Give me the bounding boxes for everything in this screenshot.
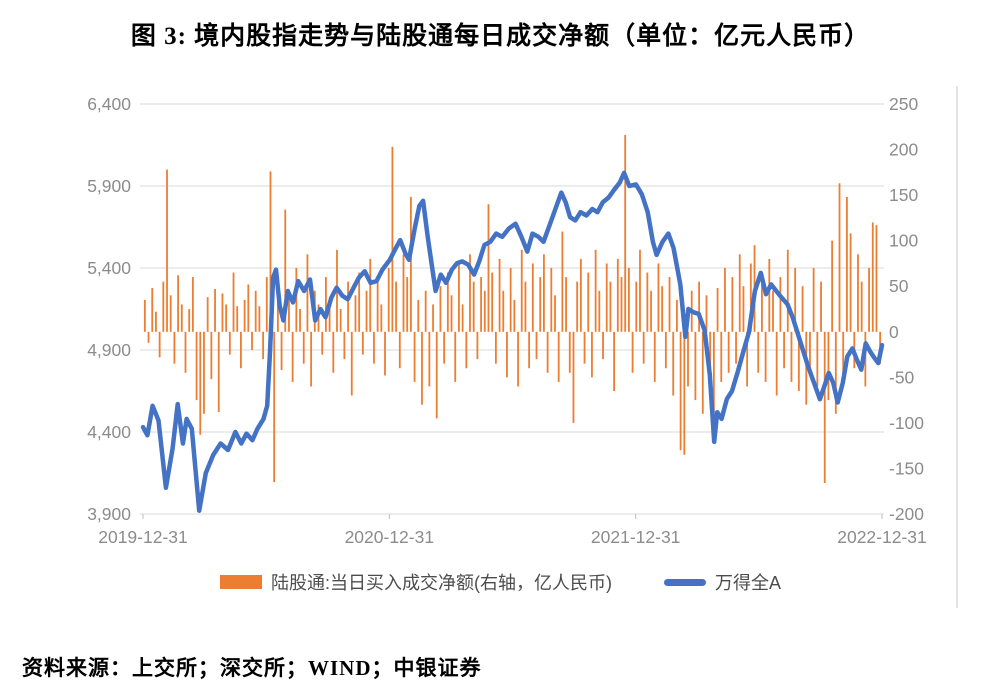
svg-text:4,400: 4,400 [87,422,131,442]
svg-text:4,900: 4,900 [87,340,131,360]
x-axis-labels: 2019-12-31 2020-12-31 2021-12-31 2022-12-31 [98,527,927,547]
svg-text:2021-12-31: 2021-12-31 [591,527,681,547]
legend-item-line: 万得全A [663,569,781,595]
svg-text:2020-12-31: 2020-12-31 [345,527,435,547]
svg-text:200: 200 [889,140,918,160]
line-series [140,170,885,513]
svg-text:3,900: 3,900 [87,504,131,524]
svg-text:-150: -150 [889,458,924,478]
svg-text:0: 0 [889,322,899,342]
svg-text:50: 50 [889,276,909,296]
source-note: 资料来源：上交所；深交所；WIND；中银证券 [22,656,482,680]
svg-text:150: 150 [889,185,918,205]
svg-text:6,400: 6,400 [87,94,131,114]
line-series-swatch [663,578,706,586]
x-axis-ticks [142,514,883,519]
svg-text:-100: -100 [889,413,924,433]
y-axis-left-labels: 6,400 5,900 5,400 4,900 4,400 3,900 [87,94,131,524]
legend-item-bar: 陆股通:当日买入成交净额(右轴，亿人民币) [219,569,612,595]
svg-text:100: 100 [889,231,918,251]
svg-text:2019-12-31: 2019-12-31 [98,527,188,547]
svg-text:250: 250 [889,94,918,114]
svg-text:5,400: 5,400 [87,258,131,278]
y-axis-right-labels: 250 200 150 100 50 0 -50 -100 -150 -200 [889,94,924,524]
bar-series [143,134,882,484]
svg-text:-200: -200 [889,504,924,524]
legend-bar-label: 陆股通:当日买入成交净额(右轴，亿人民币) [270,573,612,593]
bar-series-swatch [219,575,262,589]
svg-text:5,900: 5,900 [87,176,131,196]
svg-text:-50: -50 [889,367,915,387]
svg-text:2022-12-31: 2022-12-31 [837,527,927,547]
grid-lines [140,103,884,515]
legend-line-label: 万得全A [714,573,781,593]
figure-title: 图 3: 境内股指走势与陆股通每日成交净额（单位：亿元人民币） [130,23,871,50]
chart-legend: 陆股通:当日买入成交净额(右轴，亿人民币) 万得全A [0,569,1001,595]
